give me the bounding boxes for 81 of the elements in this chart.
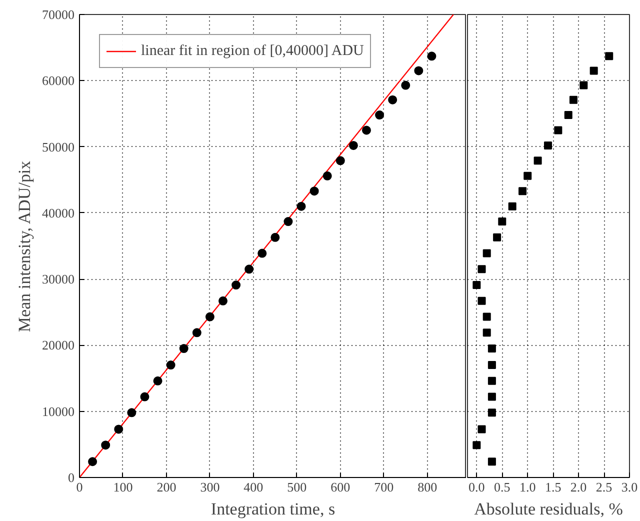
x-tick-label: 200 (156, 480, 176, 494)
point (488, 408, 496, 417)
point (375, 110, 384, 120)
x-tick-label: 1.5 (544, 480, 562, 494)
point (270, 232, 280, 242)
point (518, 187, 527, 196)
point (336, 156, 345, 166)
point (472, 441, 481, 450)
point (508, 202, 516, 210)
point (482, 249, 491, 258)
point (544, 141, 552, 150)
point (218, 296, 228, 306)
point (482, 328, 491, 337)
point (296, 202, 306, 211)
point (232, 280, 241, 290)
point (605, 52, 614, 60)
y-tick-label: 50000 (42, 139, 74, 154)
x-tick-label: 3.0 (621, 480, 638, 494)
point (192, 328, 202, 338)
x-tick-label: 800 (418, 480, 438, 494)
point (101, 440, 110, 450)
point (88, 457, 98, 466)
point (569, 96, 578, 104)
point (427, 52, 436, 61)
x-tick-label: 2.5 (596, 480, 612, 494)
x-tick-label: 400 (244, 480, 264, 494)
x-tick-label: 100 (113, 480, 133, 494)
y-tick-label: 70000 (42, 7, 74, 22)
y-tick-label: 60000 (42, 73, 74, 88)
point (153, 376, 162, 386)
point (414, 66, 424, 76)
point (362, 126, 371, 135)
point (498, 218, 506, 226)
point (310, 186, 319, 196)
point (564, 111, 572, 120)
point (534, 156, 542, 165)
y-axis-title: Mean intensity, ADU/pix (15, 160, 34, 332)
point (478, 425, 486, 434)
x-tick-label: 600 (330, 480, 350, 494)
point (478, 265, 486, 274)
y-tick-label: 30000 (42, 272, 74, 287)
x-tick-label: 0.5 (494, 480, 510, 494)
x-tick-label: 1.0 (519, 480, 536, 494)
point (488, 344, 496, 353)
point (488, 376, 496, 385)
x-tick-label: 0.0 (468, 480, 485, 494)
point (388, 95, 398, 104)
point (478, 296, 486, 305)
point (554, 126, 562, 134)
point (166, 360, 176, 370)
point (590, 66, 598, 75)
point (524, 172, 532, 180)
point (284, 217, 293, 226)
legend-label: linear fit in region of [0,40000] ADU (141, 42, 364, 60)
point (114, 424, 124, 434)
x-tick-label: 300 (200, 480, 220, 494)
point (348, 140, 358, 150)
point (140, 392, 150, 402)
y-tick-label: 0 (68, 470, 74, 485)
point (493, 233, 502, 242)
x-tick-label: 2.0 (570, 480, 587, 494)
point (258, 248, 267, 258)
point (322, 171, 332, 180)
point (472, 281, 481, 290)
x-tick-label: 500 (287, 480, 307, 494)
y-tick-label: 10000 (42, 404, 74, 419)
y-tick-label: 40000 (42, 205, 74, 220)
point (488, 458, 496, 466)
x-axis-title: Absolute residuals, % (474, 500, 623, 518)
y-tick-label: 20000 (42, 338, 74, 353)
point (244, 264, 254, 274)
point (179, 344, 188, 354)
x-axis-title: Integration time, s (210, 500, 336, 518)
x-tick-label: 700 (374, 480, 394, 494)
point (127, 408, 136, 418)
point (580, 81, 588, 90)
point (488, 361, 496, 370)
point (401, 80, 410, 90)
point (205, 312, 214, 322)
point (482, 312, 491, 321)
point (488, 392, 496, 401)
